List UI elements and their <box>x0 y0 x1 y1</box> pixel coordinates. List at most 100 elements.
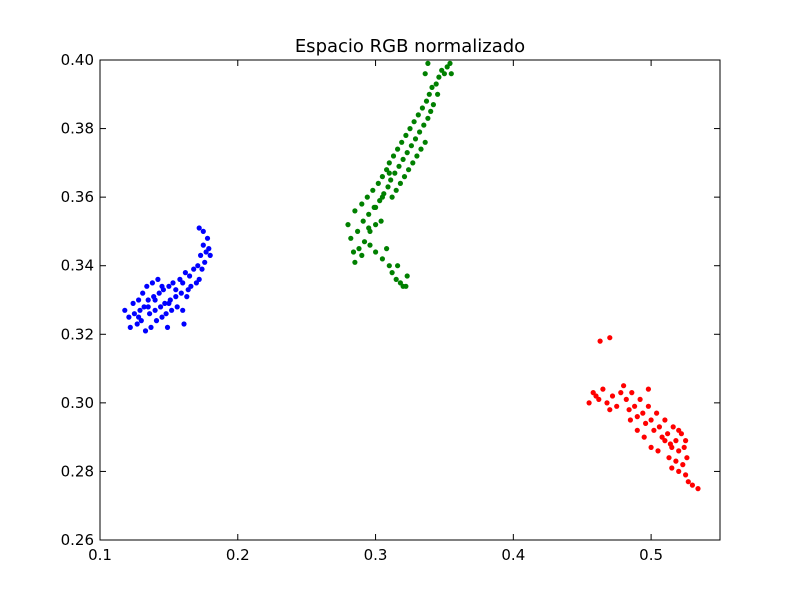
data-point-s1-0 <box>345 222 351 228</box>
data-point-s0-35 <box>178 290 184 296</box>
data-point-s0-36 <box>180 307 186 313</box>
data-point-s1-4 <box>355 228 361 234</box>
data-point-s2-41 <box>695 486 701 492</box>
data-point-s1-1 <box>348 235 354 241</box>
data-point-s1-48 <box>422 139 428 145</box>
data-point-s1-61 <box>425 60 431 66</box>
data-point-s1-2 <box>350 249 357 255</box>
data-point-s0-14 <box>147 311 153 317</box>
data-point-s2-50 <box>683 438 689 444</box>
data-point-s1-6 <box>359 201 365 207</box>
data-point-s2-19 <box>648 417 654 423</box>
y-tick-label-2: 0.30 <box>61 394 94 412</box>
data-point-s2-46 <box>627 417 634 423</box>
data-point-s0-61 <box>173 287 179 293</box>
data-point-s0-20 <box>155 276 161 282</box>
data-point-s0-16 <box>149 280 155 286</box>
data-point-s2-5 <box>607 407 613 413</box>
data-point-s1-49 <box>423 98 430 104</box>
data-point-s0-11 <box>142 328 149 334</box>
data-point-s1-54 <box>430 102 436 108</box>
data-point-s2-51 <box>597 338 603 344</box>
data-point-s2-16 <box>640 410 646 416</box>
data-point-s2-8 <box>618 390 624 396</box>
data-point-s0-26 <box>163 311 169 317</box>
data-point-s1-29 <box>396 163 402 169</box>
data-point-s1-30 <box>397 180 403 186</box>
data-point-s2-9 <box>621 383 627 389</box>
data-point-s0-21 <box>156 290 162 296</box>
data-point-s1-41 <box>412 136 419 142</box>
data-point-s1-78 <box>435 91 441 97</box>
data-point-s0-10 <box>141 304 147 310</box>
data-point-s0-18 <box>152 307 158 313</box>
data-point-s0-7 <box>137 307 143 313</box>
data-point-s0-32 <box>173 294 179 300</box>
data-point-s1-21 <box>385 184 391 190</box>
data-point-s1-32 <box>400 156 406 162</box>
data-point-s0-41 <box>188 283 194 289</box>
data-point-s0-34 <box>177 276 183 282</box>
data-point-s0-9 <box>140 290 146 296</box>
data-point-s1-10 <box>366 211 372 217</box>
data-point-s1-12 <box>370 187 376 193</box>
data-point-s2-49 <box>676 427 682 433</box>
data-point-s1-52 <box>428 108 434 114</box>
data-point-s0-55 <box>200 228 206 234</box>
data-point-s2-52 <box>607 335 613 341</box>
data-point-s2-20 <box>651 427 657 433</box>
data-point-s2-31 <box>681 444 687 450</box>
data-point-s2-28 <box>673 438 679 444</box>
data-point-s0-42 <box>191 266 197 272</box>
data-point-s0-28 <box>166 283 172 289</box>
data-point-s1-71 <box>404 273 410 279</box>
data-point-s1-17 <box>378 218 384 224</box>
data-point-s2-15 <box>637 396 643 402</box>
data-point-s1-66 <box>389 270 395 276</box>
data-point-s1-36 <box>406 167 412 173</box>
data-point-s0-8 <box>138 318 144 324</box>
chart-title: Espacio RGB normalizado <box>295 36 525 57</box>
data-point-s1-9 <box>364 194 370 200</box>
y-tick-label-5: 0.36 <box>61 188 94 206</box>
data-point-s1-8 <box>361 239 368 245</box>
data-point-s1-53 <box>429 84 435 90</box>
data-point-s0-5 <box>134 321 140 327</box>
data-point-s1-28 <box>395 146 401 152</box>
points-layer <box>122 60 701 492</box>
data-point-s0-62 <box>180 280 186 286</box>
data-point-s2-36 <box>676 468 682 474</box>
data-point-s2-25 <box>665 431 671 437</box>
x-tick-label-2: 0.3 <box>364 546 388 564</box>
data-point-s2-0 <box>586 400 592 406</box>
data-point-s2-17 <box>643 420 649 426</box>
data-point-s1-60 <box>447 60 453 66</box>
data-point-s0-53 <box>207 252 213 258</box>
data-point-s2-13 <box>632 403 638 409</box>
data-point-s1-47 <box>421 122 427 128</box>
data-point-s1-70 <box>403 283 409 289</box>
data-point-s1-55 <box>433 81 439 87</box>
y-tick-label-1: 0.28 <box>61 462 94 480</box>
data-point-s0-6 <box>136 297 142 303</box>
data-point-s1-34 <box>403 132 409 138</box>
plot-frame <box>99 59 721 541</box>
data-point-s0-63 <box>184 294 190 300</box>
data-point-s2-32 <box>684 455 690 461</box>
data-point-s0-51 <box>204 235 211 241</box>
data-point-s0-47 <box>199 266 205 272</box>
data-point-s1-82 <box>379 194 385 200</box>
data-point-s0-15 <box>148 324 154 330</box>
data-point-s1-58 <box>441 71 447 77</box>
data-point-s0-1 <box>126 314 132 320</box>
data-point-s1-42 <box>414 153 420 159</box>
data-point-s0-48 <box>200 242 206 248</box>
data-point-s1-24 <box>389 194 395 200</box>
data-point-s2-34 <box>669 465 675 471</box>
data-point-s2-43 <box>655 448 661 454</box>
data-point-s2-29 <box>676 448 682 454</box>
data-point-s1-38 <box>408 143 414 149</box>
data-point-s1-37 <box>407 126 413 132</box>
data-point-s1-56 <box>436 74 442 80</box>
data-point-s1-46 <box>419 105 425 111</box>
